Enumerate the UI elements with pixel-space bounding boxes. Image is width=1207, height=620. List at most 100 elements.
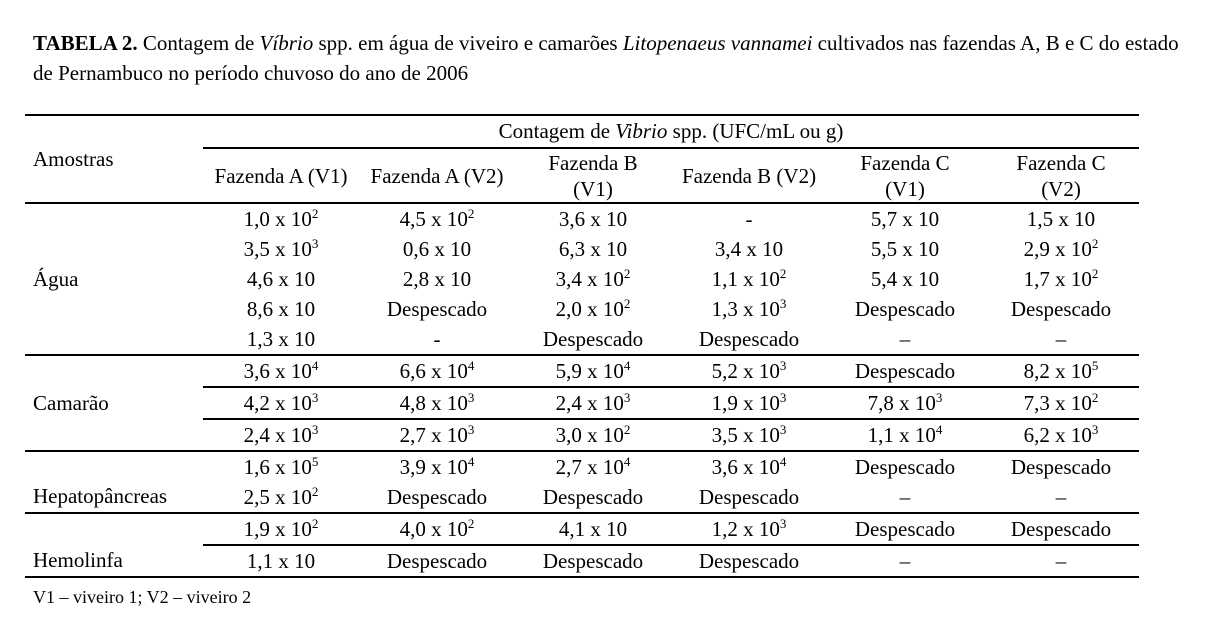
data-cell: Despescado xyxy=(386,297,488,321)
column-header-amostras: Amostras xyxy=(25,115,203,204)
data-cell: – xyxy=(899,327,911,351)
table-row: Hepatopâncreas 1,6 x 105 3,9 x 104 2,7 x 10… xyxy=(25,450,1140,513)
data-cell: 1,1 x 104 xyxy=(827,418,983,451)
data-cell: 1,6 x 105 xyxy=(203,450,359,482)
data-cell: 1,3 x 103 xyxy=(711,296,787,321)
table-caption: TABELA 2. Contagem de Víbrio spp. em águ… xyxy=(33,28,1185,88)
vibrio-count-table: Amostras Contagem de Vibrio spp. (UFC/mL… xyxy=(25,114,1140,578)
table-footnote: V1 – viveiro 1; V2 – viveiro 2 xyxy=(33,587,252,607)
data-cell: 1,3 x 10 xyxy=(246,327,316,351)
data-cell: Despescado xyxy=(671,544,827,577)
data-cell: 1,7 x 102 xyxy=(1023,266,1099,291)
data-cell: 2,9 x 102 xyxy=(1023,236,1099,261)
table-row: 4,2 x 103 4,8 x 103 2,4 x 103 1,9 x 103 7,8 … xyxy=(25,386,1140,419)
data-cell: 2,0 x 102 xyxy=(555,296,631,321)
data-cell: – xyxy=(1055,485,1067,509)
data-cell: 4,1 x 10 xyxy=(515,512,671,545)
table-row: 8,6 x 10 Despescado 2,0 x 102 1,3 x 103 Desp… xyxy=(25,294,1139,324)
column-header: Fazenda C (V1) xyxy=(827,148,983,204)
data-cell: 2,4 x 103 xyxy=(515,386,671,419)
data-cell: Despescado xyxy=(854,297,956,321)
data-cell: 8,6 x 10 xyxy=(246,297,316,321)
data-cell: 1,1 x 10 xyxy=(203,544,359,577)
group-header-suffix: spp. (UFC/mL ou g) xyxy=(667,119,844,143)
table-row: 2,4 x 103 2,7 x 103 3,0 x 102 3,5 x 103 1,1 … xyxy=(25,418,1140,451)
data-cell: 2,7 x 104 xyxy=(515,450,671,482)
row-label: Hepatopâncreas xyxy=(25,450,203,513)
data-cell: 5,9 x 104 xyxy=(515,354,671,387)
data-cell: - xyxy=(433,327,441,351)
data-cell: 6,2 x 103 xyxy=(983,418,1140,451)
caption-label: TABELA 2. xyxy=(33,31,138,55)
column-header: Fazenda C (V2) xyxy=(983,148,1140,204)
row-label: Hemolinfa xyxy=(25,512,203,577)
data-cell: 6,6 x 104 xyxy=(359,354,515,387)
data-cell: 2,7 x 103 xyxy=(359,418,515,451)
data-cell: 3,6 x 10 xyxy=(515,202,671,234)
table-row: Hemolinfa 1,9 x 102 4,0 x 102 4,1 x 10 1,2 x… xyxy=(25,512,1140,577)
data-cell: 0,6 x 10 xyxy=(402,237,472,261)
data-cell: Despescado xyxy=(983,512,1140,545)
table-row: 1,3 x 10 - Despescado Despescado – – xyxy=(25,324,1139,355)
table-row: 3,5 x 103 0,6 x 10 6,3 x 10 3,4 x 10 5,5 x 1… xyxy=(25,234,1139,264)
table-row: 2,5 x 102 Despescado Despescado Despescado –… xyxy=(25,482,1139,513)
data-cell: Despescado xyxy=(542,485,644,509)
caption-italic-vibrio: Víbrio xyxy=(259,31,314,55)
data-cell: 5,4 x 10 xyxy=(870,267,940,291)
data-cell: Despescado xyxy=(359,544,515,577)
data-cell: 4,8 x 103 xyxy=(359,386,515,419)
data-cell: 1,9 x 102 xyxy=(203,512,359,545)
data-cell: 3,6 x 104 xyxy=(671,450,827,482)
data-cell: 5,7 x 10 xyxy=(827,202,983,234)
table-row: 4,6 x 10 2,8 x 10 3,4 x 102 1,1 x 102 5,4 x … xyxy=(25,264,1139,294)
data-cell: – xyxy=(899,485,911,509)
table-row: Camarão 3,6 x 104 6,6 x 104 5,9 x 104 5,2 x … xyxy=(25,354,1140,451)
row-label: Camarão xyxy=(25,354,203,451)
data-cell: 7,8 x 103 xyxy=(827,386,983,419)
caption-italic-species: Litopenaeus vannamei xyxy=(622,31,813,55)
data-cell: 3,4 x 10 xyxy=(714,237,784,261)
group-header-italic: Vibrio xyxy=(615,119,668,143)
data-cell: 1,1 x 102 xyxy=(711,266,787,291)
group-header-row: Amostras Contagem de Vibrio spp. (UFC/mL… xyxy=(25,115,1140,204)
data-cell: – xyxy=(983,544,1140,577)
data-cell: 3,5 x 103 xyxy=(671,418,827,451)
data-cell: – xyxy=(827,544,983,577)
data-cell: 4,5 x 102 xyxy=(359,202,515,234)
table-row: Água 1,0 x 102 4,5 x 102 3,6 x 10-5,7 x 10 1… xyxy=(25,202,1140,355)
data-cell: Despescado xyxy=(827,450,983,482)
group-header-prefix: Contagem de xyxy=(498,119,616,143)
data-cell: 5,5 x 10 xyxy=(870,237,940,261)
data-cell: Despescado xyxy=(983,450,1140,482)
data-cell: Despescado xyxy=(827,512,983,545)
row-label: Água xyxy=(25,202,203,355)
data-cell: 2,8 x 10 xyxy=(402,267,472,291)
data-cell: - xyxy=(671,202,827,234)
data-cell: 2,5 x 102 xyxy=(243,484,319,509)
data-cell: 3,5 x 103 xyxy=(243,236,319,261)
column-header: Fazenda A (V2) xyxy=(359,148,515,204)
data-cell: 1,2 x 103 xyxy=(671,512,827,545)
group-header: Contagem de Vibrio spp. (UFC/mL ou g) xyxy=(203,115,1140,149)
data-cell: Despescado xyxy=(515,544,671,577)
data-cell: 4,6 x 10 xyxy=(246,267,316,291)
data-cell: 3,0 x 102 xyxy=(515,418,671,451)
data-cell: 6,3 x 10 xyxy=(558,237,628,261)
data-cell: 1,0 x 102 xyxy=(203,202,359,234)
table-row: 1,1 x 10 Despescado Despescado Despescado – – xyxy=(25,544,1140,577)
column-header: Fazenda A (V1) xyxy=(203,148,359,204)
data-cell: 7,3 x 102 xyxy=(983,386,1140,419)
document-page: TABELA 2. Contagem de Víbrio spp. em águ… xyxy=(0,28,1207,620)
data-cell: 5,2 x 103 xyxy=(671,354,827,387)
data-cell: – xyxy=(1055,327,1067,351)
data-cell: 1,5 x 10 xyxy=(983,202,1140,234)
data-cell: 8,2 x 105 xyxy=(983,354,1140,387)
data-cell: 1,9 x 103 xyxy=(671,386,827,419)
data-cell: 4,2 x 103 xyxy=(203,386,359,419)
data-cell: 2,4 x 103 xyxy=(203,418,359,451)
data-cell: Despescado xyxy=(1010,297,1112,321)
data-cell: Despescado xyxy=(386,485,488,509)
column-header: Fazenda B (V2) xyxy=(671,148,827,204)
column-header: Fazenda B (V1) xyxy=(515,148,671,204)
column-header-row: Fazenda A (V1) Fazenda A (V2) Fazenda B (V1… xyxy=(25,148,1140,204)
